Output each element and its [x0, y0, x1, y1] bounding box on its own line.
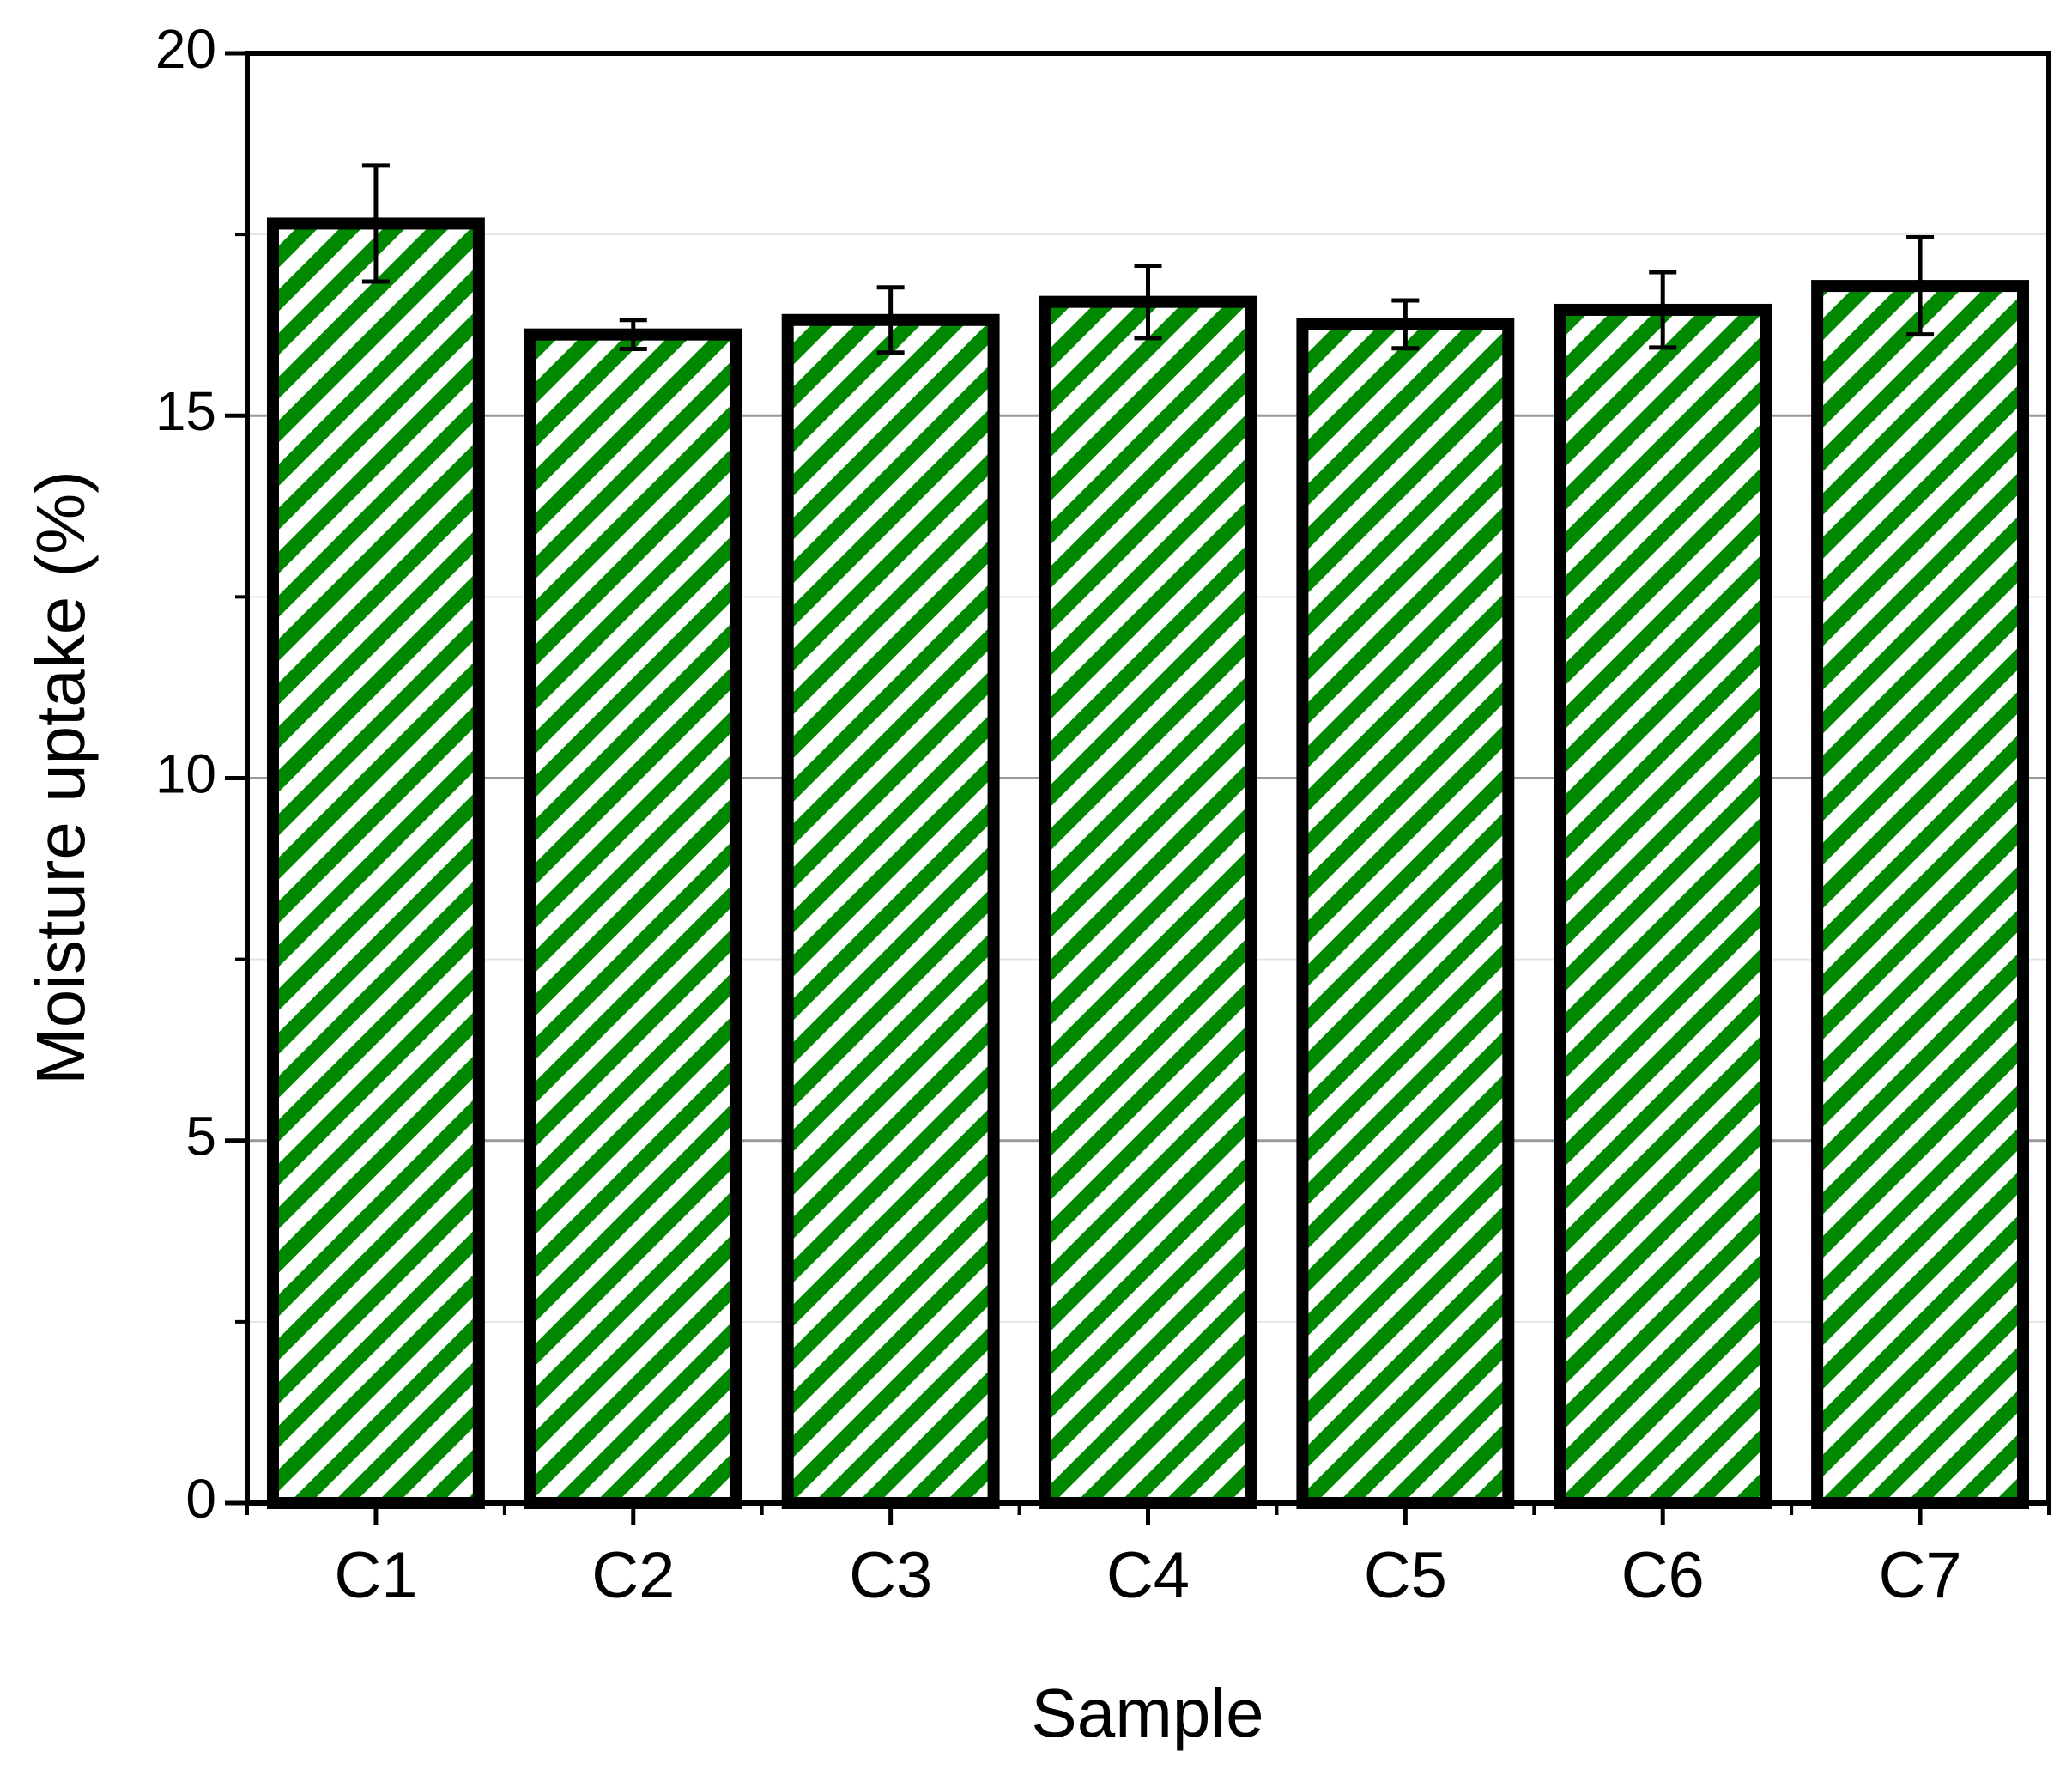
bar: [1039, 295, 1257, 1510]
bar: [524, 328, 742, 1509]
y-tick-label: 15: [155, 380, 216, 442]
error-bar: [1391, 298, 1420, 351]
x-tick-label: C6: [1621, 1539, 1705, 1612]
x-tick-label: C1: [334, 1539, 417, 1612]
bar: [266, 217, 485, 1509]
y-axis-title: Moisture uptake (%): [22, 470, 99, 1085]
bar: [1811, 280, 2030, 1510]
x-axis-title: Sample: [1031, 1675, 1263, 1751]
x-tick-label: C5: [1364, 1539, 1447, 1612]
error-bar: [619, 318, 647, 352]
error-bar: [1134, 263, 1162, 341]
x-tick-label: C2: [591, 1539, 675, 1612]
x-tick-label: C3: [849, 1539, 932, 1612]
error-bar: [361, 163, 390, 284]
bar: [781, 313, 1000, 1509]
y-tick-label: 10: [155, 742, 216, 804]
error-bar: [1649, 270, 1677, 350]
error-bar: [1906, 235, 1935, 337]
y-tick-label: 20: [155, 18, 216, 80]
y-tick-label: 5: [185, 1106, 216, 1167]
error-bar: [876, 285, 905, 355]
bar: [1554, 303, 1772, 1509]
y-tick-label: 0: [185, 1468, 216, 1530]
x-tick-label: C4: [1106, 1539, 1190, 1612]
bar: [1296, 318, 1515, 1509]
x-tick-label: C7: [1878, 1539, 1961, 1612]
plot-frame: [245, 51, 2051, 1506]
